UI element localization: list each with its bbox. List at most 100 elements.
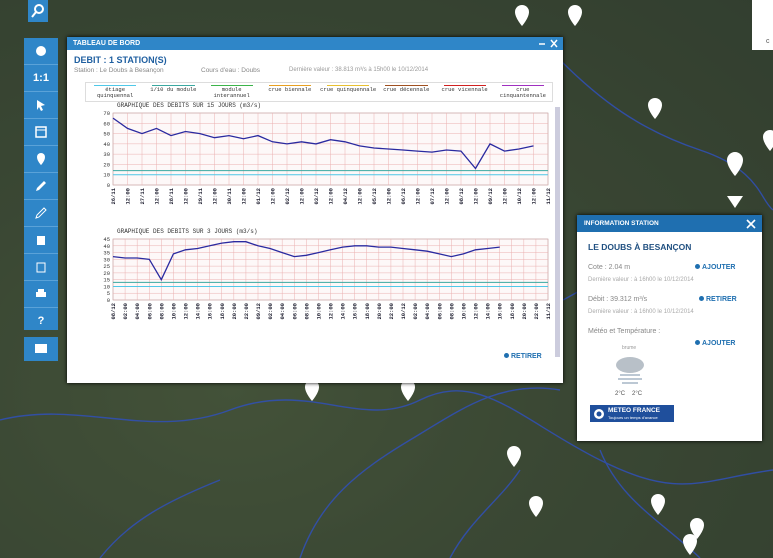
x-tick-label: 18:00 xyxy=(219,303,226,320)
y-tick-label: 30 xyxy=(103,151,110,158)
station-title: LE DOUBS À BESANÇON xyxy=(588,242,691,252)
close-icon[interactable] xyxy=(746,219,756,229)
x-tick-label: 10:00 xyxy=(170,303,177,320)
table-button[interactable] xyxy=(24,119,58,146)
x-tick-label: 06:00 xyxy=(436,303,443,320)
flow-remove-button[interactable]: RETIRER xyxy=(699,296,737,303)
y-tick-label: 45 xyxy=(103,236,110,243)
x-tick-label: 04/12 xyxy=(342,188,349,205)
y-tick-label: 20 xyxy=(103,270,110,277)
x-tick-label: 14:00 xyxy=(485,303,492,320)
weather-icon xyxy=(610,353,650,387)
legend-item: étiage quinquennal xyxy=(86,83,144,101)
y-tick-label: 0 xyxy=(107,182,110,189)
legend-label: crue cinquantennale xyxy=(500,86,546,99)
y-tick-label: 10 xyxy=(103,283,110,290)
x-tick-label: 12:00 xyxy=(270,188,277,205)
erase-button[interactable] xyxy=(24,200,58,227)
x-tick-label: 08:00 xyxy=(303,303,310,320)
x-tick-label: 08:00 xyxy=(448,303,455,320)
x-tick-label: 12:00 xyxy=(357,188,364,205)
legend-item: crue cinquantennale xyxy=(494,83,552,101)
y-tick-label: 0 xyxy=(107,297,110,304)
legend-label: crue quinquennale xyxy=(320,86,376,93)
layers-button[interactable] xyxy=(24,337,58,361)
y-tick-label: 60 xyxy=(103,120,110,127)
x-tick-label: 28/11 xyxy=(168,187,175,204)
x-tick-label: 12:00 xyxy=(241,188,248,205)
x-tick-label: 27/11 xyxy=(139,187,146,204)
export-button[interactable] xyxy=(24,227,58,254)
x-tick-label: 12:00 xyxy=(415,188,422,205)
window-controls[interactable] xyxy=(537,38,561,49)
y-tick-label: 5 xyxy=(107,290,110,297)
y-tick-label: 20 xyxy=(103,161,110,168)
level-add-button[interactable]: AJOUTER xyxy=(695,264,735,271)
x-tick-label: 10/12 xyxy=(516,188,523,205)
legend-item: module interannuel xyxy=(203,83,261,101)
y-tick-label: 35 xyxy=(103,250,110,257)
x-tick-label: 20:00 xyxy=(376,303,383,320)
x-tick-label: 10:00 xyxy=(315,303,322,320)
x-tick-label: 02:00 xyxy=(122,303,129,320)
x-tick-label: 26/11 xyxy=(110,187,117,204)
scrollbar[interactable] xyxy=(555,107,560,357)
legend-item: crue quinquennale xyxy=(319,83,377,101)
temp-max: 2°C xyxy=(632,391,642,397)
x-tick-label: 02:00 xyxy=(412,303,419,320)
x-tick-label: 20:00 xyxy=(521,303,528,320)
legend-item: crue vicennale xyxy=(436,83,494,101)
pan-button[interactable] xyxy=(24,38,58,65)
temp-min: 2°C xyxy=(615,391,625,397)
x-tick-label: 06/12 xyxy=(400,188,407,205)
legend: étiage quinquennal 1/10 du module module i… xyxy=(85,82,553,102)
x-tick-label: 12:00 xyxy=(473,303,480,320)
x-tick-label: 11/12 xyxy=(545,188,552,205)
x-tick-label: 12:00 xyxy=(473,188,480,205)
import-button[interactable] xyxy=(24,254,58,281)
chart-title: GRAPHIQUE DES DEBITS SUR 15 JOURS (m3/s) xyxy=(117,102,261,109)
pointer-button[interactable] xyxy=(24,92,58,119)
remove-button[interactable]: RETIRER xyxy=(504,353,542,360)
provider-logo[interactable]: METEO FRANCE Toujours un temps d'avance xyxy=(590,405,674,422)
river-name: Cours d'eau : Doubs xyxy=(201,67,260,74)
x-tick-label: 12:00 xyxy=(502,188,509,205)
x-tick-label: 06:00 xyxy=(146,303,153,320)
x-tick-label: 09/12 xyxy=(255,303,262,320)
help-button[interactable]: ? xyxy=(24,308,58,334)
x-tick-label: 16:00 xyxy=(352,303,359,320)
x-tick-label: 12:00 xyxy=(183,188,190,205)
legend-label: crue vicennale xyxy=(442,86,488,93)
legend-item: crue décennale xyxy=(377,83,435,101)
x-tick-label: 22:00 xyxy=(533,303,540,320)
station-name: Station : Le Doubs à Besançon xyxy=(74,67,164,74)
x-tick-label: 05/12 xyxy=(371,188,378,205)
x-tick-label: 11/12 xyxy=(545,303,552,320)
chart-title: GRAPHIQUE DES DEBITS SUR 3 JOURS (m3/s) xyxy=(117,228,257,235)
legend-item: crue biennale xyxy=(261,83,319,101)
level-updated: Dernière valeur : à 16h00 le 10/12/2014 xyxy=(588,277,694,283)
y-tick-label: 30 xyxy=(103,256,110,263)
x-tick-label: 29/11 xyxy=(197,187,204,204)
scale-button[interactable]: 1:1 xyxy=(24,65,58,92)
x-tick-label: 16:00 xyxy=(207,303,214,320)
marker-button[interactable] xyxy=(24,146,58,173)
x-tick-label: 01/12 xyxy=(255,188,262,205)
x-tick-label: 08/12 xyxy=(110,303,117,320)
weather-add-button[interactable]: AJOUTER xyxy=(695,340,735,347)
x-tick-label: 12:00 xyxy=(299,188,306,205)
flow: Débit : 39.312 m³/s xyxy=(588,296,647,303)
print-button[interactable] xyxy=(24,281,58,308)
x-tick-label: 03/12 xyxy=(313,188,320,205)
x-tick-label: 12:00 xyxy=(154,188,161,205)
x-tick-label: 12:00 xyxy=(444,188,451,205)
x-tick-label: 02:00 xyxy=(267,303,274,320)
corner-panel: c xyxy=(752,0,773,50)
x-tick-label: 16:00 xyxy=(497,303,504,320)
x-tick-label: 06:00 xyxy=(291,303,298,320)
map-app: c 1:1 ? TABLEAU DE BORD DEBIT : 1 STATIO… xyxy=(0,0,773,558)
search-button[interactable] xyxy=(28,0,48,22)
legend-label: 1/10 du module xyxy=(150,86,196,93)
draw-button[interactable] xyxy=(24,173,58,200)
x-tick-label: 14:00 xyxy=(340,303,347,320)
